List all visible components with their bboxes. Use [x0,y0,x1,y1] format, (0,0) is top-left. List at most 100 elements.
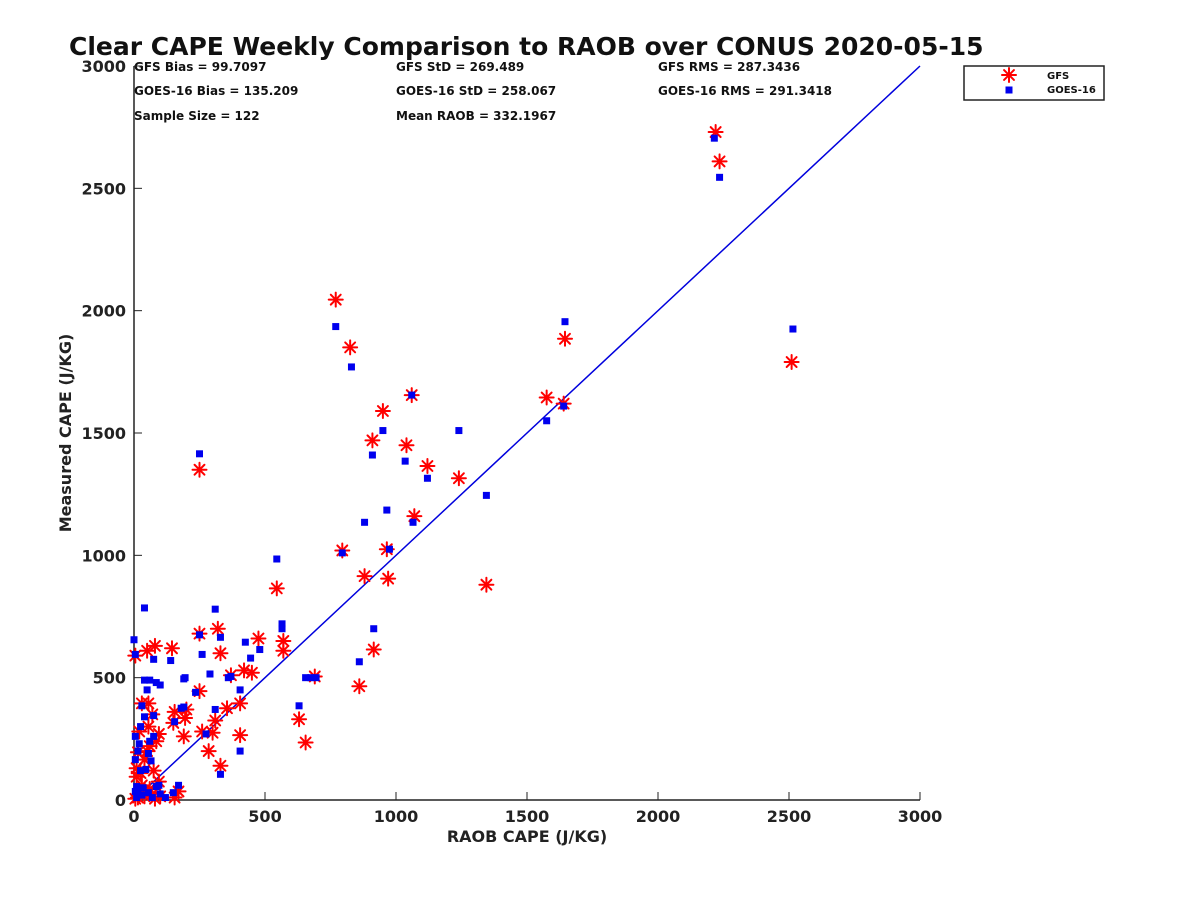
goes16-point [138,791,146,799]
stat-gfs-bias: GFS Bias = 99.7097 [134,60,266,74]
goes16-point [361,518,369,526]
gfs-point [212,757,229,774]
gfs-point [268,580,285,597]
gfs-point [365,641,382,658]
goes16-point [198,650,206,658]
one-to-one-line [133,65,921,801]
goes16-point [139,784,147,792]
chart-title: Clear CAPE Weekly Comparison to RAOB ove… [69,32,984,61]
goes16-point [216,633,224,641]
x-tick-label: 0 [128,807,139,826]
legend-goes16-marker [1005,86,1013,94]
gfs-point [351,678,368,695]
goes16-point [148,794,156,802]
goes16-point [135,740,143,748]
gfs-point [783,354,800,371]
goes16-point [192,688,200,696]
gfs-point [297,734,314,751]
x-tick-label: 3000 [898,807,943,826]
gfs-point [275,642,292,659]
goes16-point [144,750,152,758]
gfs-point [146,637,163,654]
goes16-point [385,545,393,553]
x-axis-label: RAOB CAPE (J/KG) [447,827,607,846]
goes16-point [370,625,378,633]
gfs-point [207,712,224,729]
gfs-point [364,432,381,449]
goes16-point [302,674,310,682]
goes16-point [131,732,139,740]
goes16-point [273,555,281,563]
goes16-point [138,702,146,710]
legend-goes16-label: GOES-16 [1047,85,1096,96]
goes16-point [150,732,158,740]
legend-gfs-label: GFS [1047,71,1069,82]
goes16-point [332,323,340,331]
gfs-point [538,389,555,406]
stat-goes-std: GOES-16 StD = 258.067 [396,84,556,98]
goes16-point [140,604,148,612]
goes16-point [131,650,139,658]
goes16-point [368,451,376,459]
reference-line-group [133,65,921,801]
gfs-point [250,630,267,647]
gfs-series [127,124,800,807]
legend-box [963,65,1105,101]
goes16-point [131,787,139,795]
goes16-point [175,781,183,789]
legend-gfs-symbol [1001,67,1017,83]
stat-mean-raob: Mean RAOB = 332.1967 [396,109,556,123]
gfs-point [556,330,573,347]
gfs-point [232,727,249,744]
goes16-point [180,675,188,683]
gfs-point [209,620,226,637]
goes16-point [143,686,151,694]
goes16-point [202,730,210,738]
goes16-point [383,506,391,514]
goes16-point [227,672,235,680]
goes16-point [140,713,148,721]
stat-goes-rms: GOES-16 RMS = 291.3418 [658,84,832,98]
goes16-point [408,391,416,399]
gfs-point [356,568,373,585]
goes16-point [206,670,214,678]
goes16-point [423,474,431,482]
x-tick-label: 2500 [767,807,812,826]
goes16-point [211,705,219,713]
goes16-point [150,712,158,720]
goes16-point [196,631,203,639]
y-tick-label: 2500 [81,179,126,198]
goes16-point [133,794,141,802]
goes16-point [177,704,185,712]
gfs-point [191,461,208,478]
goes16-point [216,770,224,778]
goes16-point [144,789,152,797]
goes16-point [379,427,387,435]
x-tick-label: 1500 [505,807,550,826]
gfs-point [374,402,391,419]
goes16-point [156,790,164,798]
goes16-point [241,638,249,646]
stat-goes-bias: GOES-16 Bias = 135.209 [134,84,298,98]
goes16-point [560,402,568,410]
goes16-point [134,747,142,755]
goes16-point [455,427,463,435]
stat-gfs-std: GFS StD = 269.489 [396,60,524,74]
goes16-point [137,767,145,775]
gfs-point [450,470,467,487]
goes16-point [561,318,569,326]
gfs-point [327,291,344,308]
stat-gfs-rms: GFS RMS = 287.3436 [658,60,800,74]
legend: GFS GOES-16 [963,65,1105,101]
gfs-point [380,570,397,587]
goes16-point [312,674,320,682]
gfs-point [219,700,236,717]
goes16-point [543,417,551,425]
legend-gfs-marker [1001,67,1017,83]
goes16-point [278,625,286,633]
goes16-point [147,757,155,765]
goes16-point [710,134,718,142]
y-tick-label: 1000 [81,546,126,565]
goes16-point [295,702,303,710]
stat-sample-size: Sample Size = 122 [134,109,260,123]
